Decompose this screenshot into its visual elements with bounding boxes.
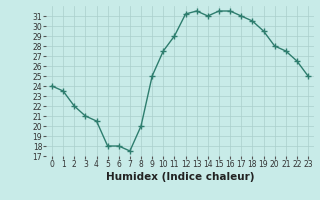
X-axis label: Humidex (Indice chaleur): Humidex (Indice chaleur) <box>106 172 254 182</box>
